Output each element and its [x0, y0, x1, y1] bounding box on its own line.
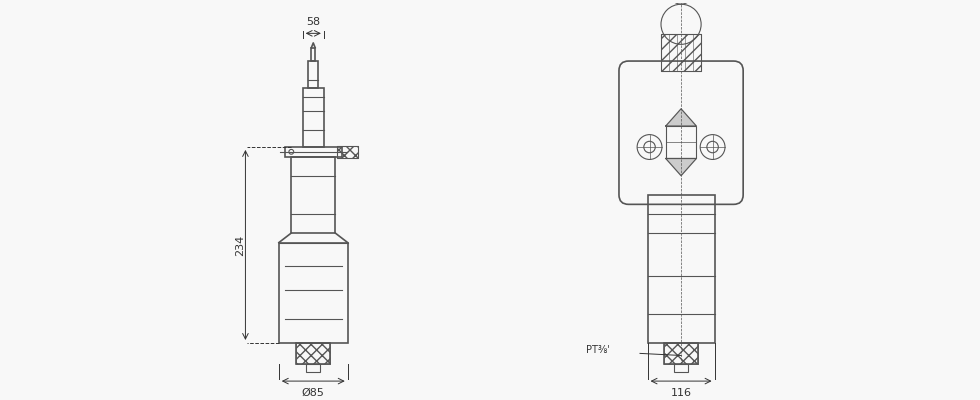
Bar [665, 126, 697, 158]
Bar [303, 88, 323, 147]
Bar [312, 48, 316, 61]
Bar [279, 242, 348, 343]
Text: PT⅜': PT⅜' [585, 344, 610, 354]
Bar [284, 147, 342, 156]
Bar [296, 343, 330, 364]
Text: 116: 116 [670, 388, 692, 398]
Text: 234: 234 [234, 234, 245, 256]
Bar [296, 343, 330, 364]
Bar [674, 364, 688, 372]
Text: Ø85: Ø85 [302, 388, 324, 398]
Polygon shape [665, 158, 697, 176]
Bar [306, 364, 320, 372]
Text: 58: 58 [306, 17, 320, 27]
Bar [337, 146, 358, 158]
Bar [648, 195, 714, 343]
Bar [309, 61, 318, 88]
Bar [661, 34, 701, 71]
Polygon shape [665, 109, 697, 126]
Bar [663, 343, 699, 364]
Bar [663, 343, 699, 364]
Bar [291, 156, 335, 233]
Bar [661, 34, 701, 71]
Bar [337, 146, 358, 158]
